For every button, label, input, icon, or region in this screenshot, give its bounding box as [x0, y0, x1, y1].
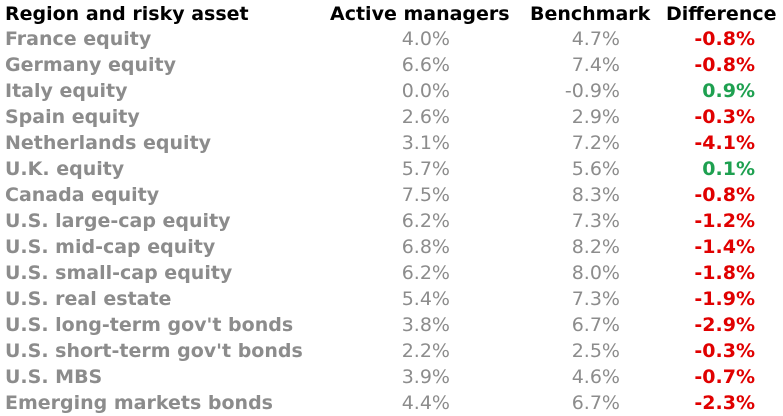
difference-value: -0.8% [694, 184, 755, 206]
table-row: Emerging markets bonds 4.4% 6.7% -2.3% [0, 390, 783, 416]
active-managers-value: 3.1% [401, 132, 450, 154]
difference-value: -0.7% [694, 366, 755, 388]
active-managers-value: 4.4% [401, 392, 450, 414]
asset-name: Spain equity [5, 106, 140, 128]
difference-value: -4.1% [694, 132, 755, 154]
benchmark-value: -0.9% [564, 80, 620, 102]
benchmark-value: 7.2% [571, 132, 620, 154]
benchmark-value: 4.7% [571, 28, 620, 50]
table-row: U.S. short-term gov't bonds 2.2% 2.5% -0.3% [0, 338, 783, 364]
benchmark-value: 8.0% [571, 262, 620, 284]
benchmark-value: 6.7% [571, 392, 620, 414]
active-managers-value: 7.5% [401, 184, 450, 206]
table-row: U.K. equity 5.7% 5.6% 0.1% [0, 156, 783, 182]
asset-name: U.K. equity [5, 158, 125, 180]
active-managers-value: 6.2% [401, 262, 450, 284]
difference-value: 0.9% [702, 80, 755, 102]
benchmark-value: 4.6% [571, 366, 620, 388]
difference-value: -1.4% [694, 236, 755, 258]
active-managers-value: 4.0% [401, 28, 450, 50]
table-row: U.S. large-cap equity 6.2% 7.3% -1.2% [0, 208, 783, 234]
table-row: U.S. MBS 3.9% 4.6% -0.7% [0, 364, 783, 390]
asset-name: U.S. small-cap equity [5, 262, 233, 284]
asset-name: Netherlands equity [5, 132, 212, 154]
table-row: France equity 4.0% 4.7% -0.8% [0, 26, 783, 52]
benchmark-value: 5.6% [571, 158, 620, 180]
difference-value: -1.9% [694, 288, 755, 310]
asset-name: U.S. long-term gov't bonds [5, 314, 294, 336]
table-header: Region and risky asset Active managers B… [0, 0, 783, 26]
asset-name: U.S. short-term gov't bonds [5, 340, 303, 362]
active-managers-value: 2.6% [401, 106, 450, 128]
active-managers-value: 5.7% [401, 158, 450, 180]
benchmark-value: 7.3% [571, 210, 620, 232]
asset-name: Canada equity [5, 184, 160, 206]
table-row: U.S. long-term gov't bonds 3.8% 6.7% -2.9% [0, 312, 783, 338]
difference-value: -2.3% [694, 392, 755, 414]
table-row: Spain equity 2.6% 2.9% -0.3% [0, 104, 783, 130]
benchmark-value: 2.9% [571, 106, 620, 128]
table-row: Canada equity 7.5% 8.3% -0.8% [0, 182, 783, 208]
asset-name: U.S. real estate [5, 288, 172, 310]
difference-value: -0.8% [694, 28, 755, 50]
benchmark-value: 7.4% [571, 54, 620, 76]
asset-name: Italy equity [5, 80, 128, 102]
header-difference: Difference [666, 3, 777, 25]
asset-name: U.S. mid-cap equity [5, 236, 216, 258]
benchmark-value: 8.2% [571, 236, 620, 258]
asset-name: Germany equity [5, 54, 176, 76]
active-managers-value: 2.2% [401, 340, 450, 362]
asset-name: Emerging markets bonds [5, 392, 273, 414]
benchmark-value: 8.3% [571, 184, 620, 206]
asset-name: France equity [5, 28, 152, 50]
difference-value: -0.3% [694, 106, 755, 128]
table-row: U.S. small-cap equity 6.2% 8.0% -1.8% [0, 260, 783, 286]
benchmark-value: 2.5% [571, 340, 620, 362]
active-managers-value: 6.6% [401, 54, 450, 76]
header-asset: Region and risky asset [5, 3, 249, 25]
difference-value: -1.2% [694, 210, 755, 232]
active-managers-value: 6.8% [401, 236, 450, 258]
active-managers-value: 5.4% [401, 288, 450, 310]
benchmark-value: 7.3% [571, 288, 620, 310]
asset-name: U.S. MBS [5, 366, 103, 388]
asset-name: U.S. large-cap equity [5, 210, 231, 232]
table-row: Germany equity 6.6% 7.4% -0.8% [0, 52, 783, 78]
table-row: Netherlands equity 3.1% 7.2% -4.1% [0, 130, 783, 156]
active-managers-value: 3.9% [401, 366, 450, 388]
active-managers-value: 3.8% [401, 314, 450, 336]
table-row: U.S. real estate 5.4% 7.3% -1.9% [0, 286, 783, 312]
benchmark-value: 6.7% [571, 314, 620, 336]
difference-value: -2.9% [694, 314, 755, 336]
active-managers-value: 6.2% [401, 210, 450, 232]
difference-value: -1.8% [694, 262, 755, 284]
difference-value: 0.1% [702, 158, 755, 180]
active-managers-value: 0.0% [401, 80, 450, 102]
difference-value: -0.3% [694, 340, 755, 362]
header-benchmark: Benchmark [530, 3, 651, 25]
header-active-managers: Active managers [330, 3, 510, 25]
table-row: Italy equity 0.0% -0.9% 0.9% [0, 78, 783, 104]
table-body: France equity 4.0% 4.7% -0.8% Germany equity… [0, 26, 783, 416]
difference-value: -0.8% [694, 54, 755, 76]
table-row: U.S. mid-cap equity 6.8% 8.2% -1.4% [0, 234, 783, 260]
